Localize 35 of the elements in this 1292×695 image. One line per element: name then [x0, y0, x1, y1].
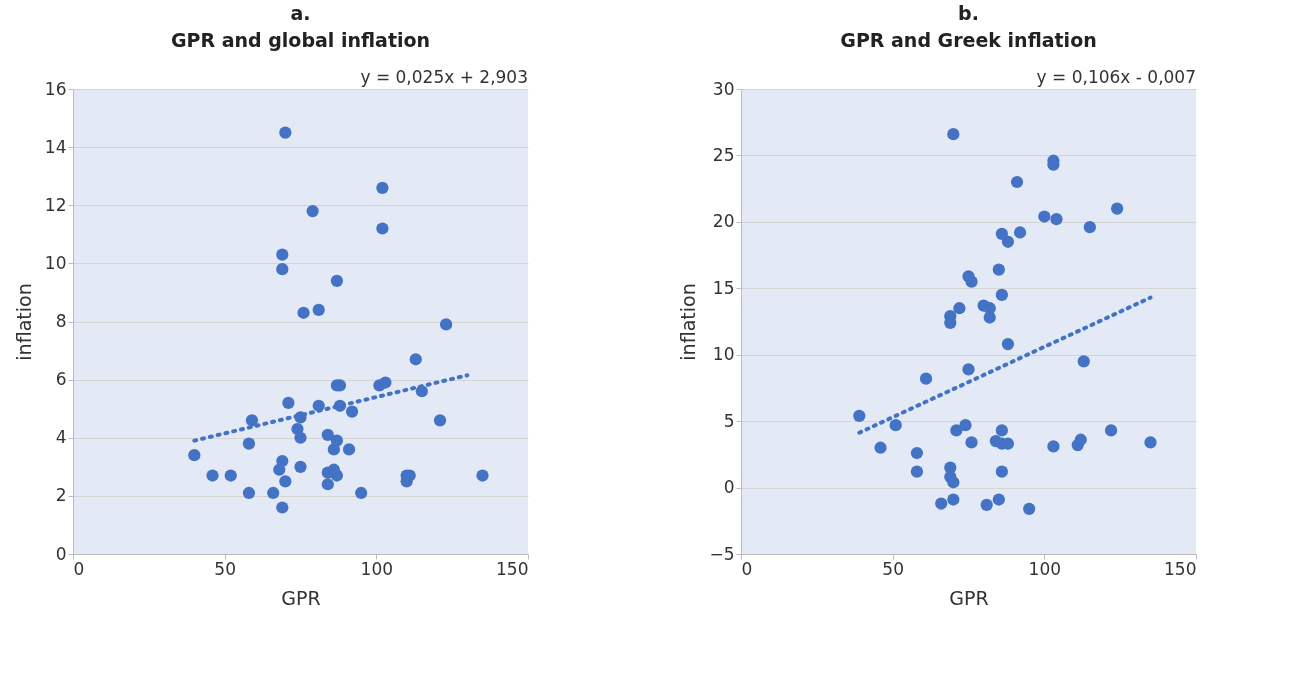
- y-tick-label: 15: [712, 277, 735, 298]
- y-tick-label: 25: [712, 144, 735, 165]
- y-tick-label: 14: [44, 136, 67, 157]
- y-tick-label: 2: [55, 485, 67, 506]
- x-tick-label: 0: [73, 558, 85, 579]
- chart-subtitle: GPR and global inflation: [170, 29, 431, 51]
- y-tick-label: 30: [712, 78, 735, 99]
- y-tick-label: 0: [55, 543, 67, 564]
- y-tick-label: 5: [723, 410, 735, 431]
- x-tick-label: 150: [1164, 558, 1197, 579]
- chart-title: a.: [290, 2, 311, 24]
- y-tick-label: 0: [723, 477, 735, 498]
- x-tick-label: 0: [741, 558, 753, 579]
- y-tick-label: 12: [44, 194, 67, 215]
- chart-subtitle: GPR and Greek inflation: [840, 29, 1097, 51]
- y-axis-title: inflation: [677, 283, 700, 361]
- y-tick-label: 6: [55, 369, 67, 390]
- x-tick-label: 100: [360, 558, 394, 579]
- y-axis-title: inflation: [12, 283, 35, 361]
- text: y = 0,106x - 0,007: [1036, 67, 1196, 87]
- x-tick-label: 50: [882, 558, 904, 579]
- x-tick-label: 100: [1028, 558, 1062, 579]
- y-tick-label: 10: [712, 344, 735, 365]
- x-axis-title: GPR: [281, 586, 321, 609]
- y-tick-label: 4: [55, 427, 67, 448]
- x-tick-label: 50: [214, 558, 236, 579]
- y-tick-label: 20: [712, 211, 735, 232]
- x-tick-label: 150: [496, 558, 529, 579]
- y-tick-label: −5: [709, 543, 735, 564]
- text: y = 0,025x + 2,903: [360, 67, 528, 87]
- y-tick-label: 8: [55, 311, 67, 331]
- chart-title: b.: [958, 2, 979, 24]
- x-axis-title: GPR: [949, 586, 989, 609]
- y-tick-label: 10: [44, 252, 67, 273]
- y-tick-label: 16: [44, 78, 67, 99]
